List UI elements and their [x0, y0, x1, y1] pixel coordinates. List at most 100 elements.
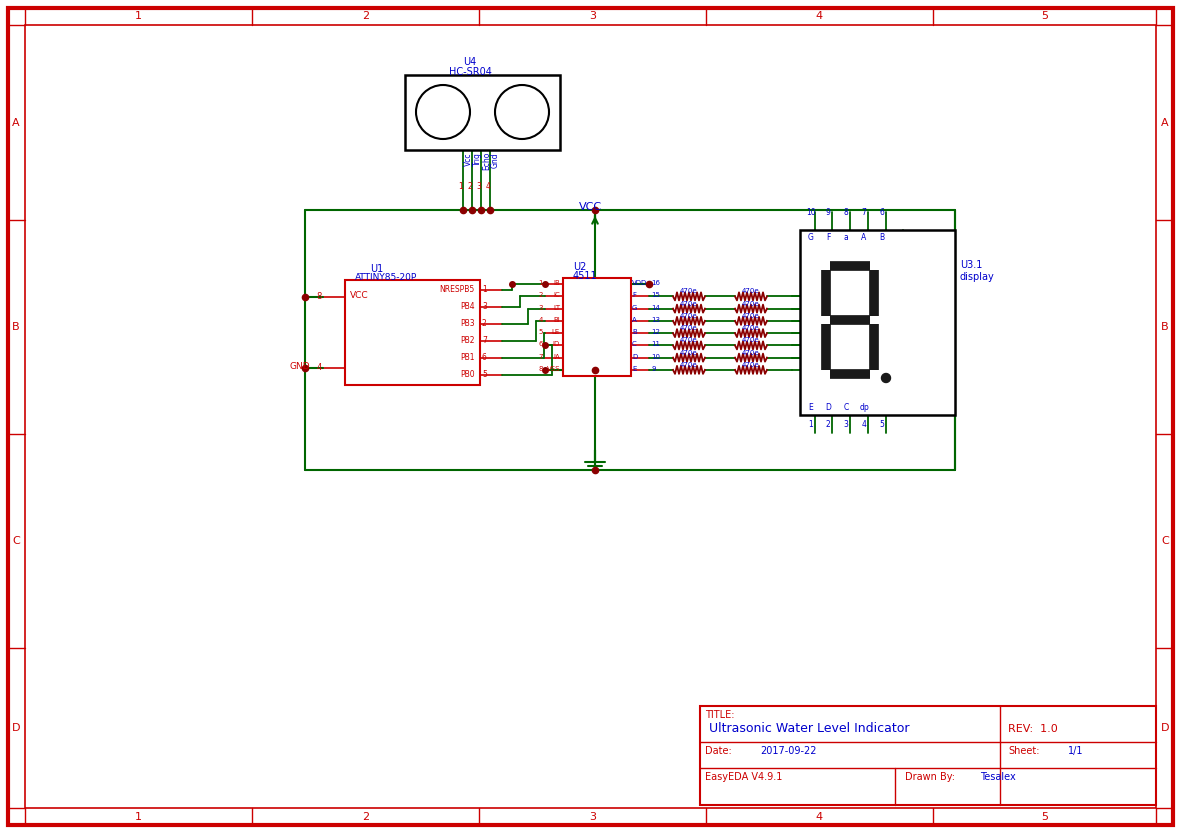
Text: a: a: [843, 233, 848, 242]
Text: GND: GND: [291, 362, 311, 371]
Text: LT: LT: [553, 305, 560, 311]
Text: 6: 6: [539, 342, 543, 347]
Text: LE: LE: [552, 329, 560, 335]
Text: VSS: VSS: [547, 366, 560, 372]
Text: 470e: 470e: [742, 337, 759, 343]
Text: HC-SR04: HC-SR04: [449, 67, 491, 77]
Circle shape: [416, 85, 470, 139]
Text: Trig: Trig: [474, 152, 482, 166]
Text: 2: 2: [361, 11, 368, 21]
Text: PB0: PB0: [461, 370, 475, 379]
Text: 470e: 470e: [742, 362, 759, 368]
Text: 470e: 470e: [742, 301, 759, 307]
Text: 470e: 470e: [680, 325, 698, 332]
Text: D: D: [12, 723, 20, 733]
Text: Sheet:: Sheet:: [1009, 746, 1039, 756]
Text: G: G: [808, 233, 814, 242]
Text: 1: 1: [539, 280, 543, 286]
Bar: [700, 706, 1156, 805]
Text: Tesalex: Tesalex: [980, 772, 1016, 782]
Text: Echo: Echo: [482, 152, 491, 171]
Text: 5: 5: [539, 329, 543, 335]
Text: C: C: [12, 536, 20, 546]
Bar: [405, 75, 560, 150]
Text: 16: 16: [651, 280, 660, 286]
Text: 2: 2: [468, 182, 472, 191]
Text: 10: 10: [807, 208, 816, 217]
Text: 8: 8: [539, 366, 543, 372]
Text: VDD: VDD: [632, 280, 647, 286]
Text: 3: 3: [539, 305, 543, 311]
Text: VCC: VCC: [579, 202, 601, 212]
Text: 5: 5: [880, 420, 885, 429]
Text: U1: U1: [370, 264, 384, 274]
Text: 2017-09-22: 2017-09-22: [761, 746, 816, 756]
Text: 4511: 4511: [573, 271, 598, 281]
Text: Gnd: Gnd: [491, 152, 500, 167]
Text: 3: 3: [477, 182, 482, 191]
Text: PB4: PB4: [461, 302, 475, 311]
Text: 7: 7: [539, 354, 543, 360]
Text: 4: 4: [862, 420, 867, 429]
Text: 8: 8: [317, 292, 322, 301]
Text: 3: 3: [843, 420, 848, 429]
Text: 14: 14: [651, 305, 660, 311]
Text: NRESPB5: NRESPB5: [439, 285, 475, 294]
Circle shape: [495, 85, 549, 139]
Text: 3: 3: [589, 812, 596, 822]
Text: E: E: [809, 403, 814, 412]
Text: B: B: [12, 322, 20, 332]
Text: 6: 6: [482, 353, 487, 362]
Text: PB1: PB1: [461, 353, 475, 362]
Bar: [345, 280, 479, 385]
Text: E: E: [632, 366, 637, 372]
Text: IB: IB: [553, 280, 560, 286]
Text: IA: IA: [553, 354, 560, 360]
Text: 4: 4: [816, 812, 823, 822]
Text: 470e: 470e: [742, 288, 759, 294]
Text: B: B: [1161, 322, 1169, 332]
Text: 9: 9: [651, 366, 655, 372]
Text: 1: 1: [809, 420, 814, 429]
Text: display: display: [960, 272, 994, 282]
Text: 4: 4: [317, 363, 322, 372]
Text: 5: 5: [1040, 11, 1048, 21]
Text: D: D: [826, 403, 831, 412]
Text: 470e: 470e: [680, 337, 698, 343]
Text: PB3: PB3: [461, 319, 475, 328]
Text: 7: 7: [482, 336, 487, 345]
Text: F: F: [826, 233, 830, 242]
Text: 8: 8: [843, 208, 848, 217]
Text: 2: 2: [539, 292, 543, 298]
Text: A: A: [632, 317, 637, 323]
Text: Vcc: Vcc: [464, 152, 474, 166]
Text: C: C: [632, 342, 637, 347]
Text: 9: 9: [826, 208, 830, 217]
Text: 4: 4: [485, 182, 490, 191]
Text: U2: U2: [573, 262, 587, 272]
Text: dp: dp: [859, 403, 869, 412]
Text: C: C: [1161, 536, 1169, 546]
Text: REV:  1.0: REV: 1.0: [1009, 724, 1058, 734]
Text: 12: 12: [651, 329, 660, 335]
Text: PB2: PB2: [461, 336, 475, 345]
Text: 470e: 470e: [680, 350, 698, 356]
Text: C: C: [843, 403, 849, 412]
Text: 2: 2: [826, 420, 830, 429]
Text: 7: 7: [862, 208, 867, 217]
Text: 470e: 470e: [680, 313, 698, 319]
Text: 1/1: 1/1: [1068, 746, 1083, 756]
Text: D: D: [632, 354, 638, 360]
Text: A: A: [12, 117, 20, 127]
Text: 1: 1: [458, 182, 463, 191]
Text: 15: 15: [651, 292, 660, 298]
Text: 5: 5: [1040, 812, 1048, 822]
Text: A: A: [1161, 117, 1169, 127]
Text: EasyEDA V4.9.1: EasyEDA V4.9.1: [705, 772, 782, 782]
Text: 5: 5: [482, 370, 487, 379]
Text: 2: 2: [482, 319, 487, 328]
Text: 470e: 470e: [680, 288, 698, 294]
Text: BI: BI: [553, 317, 560, 323]
Text: TITLE:: TITLE:: [705, 710, 735, 720]
Text: 3: 3: [589, 11, 596, 21]
